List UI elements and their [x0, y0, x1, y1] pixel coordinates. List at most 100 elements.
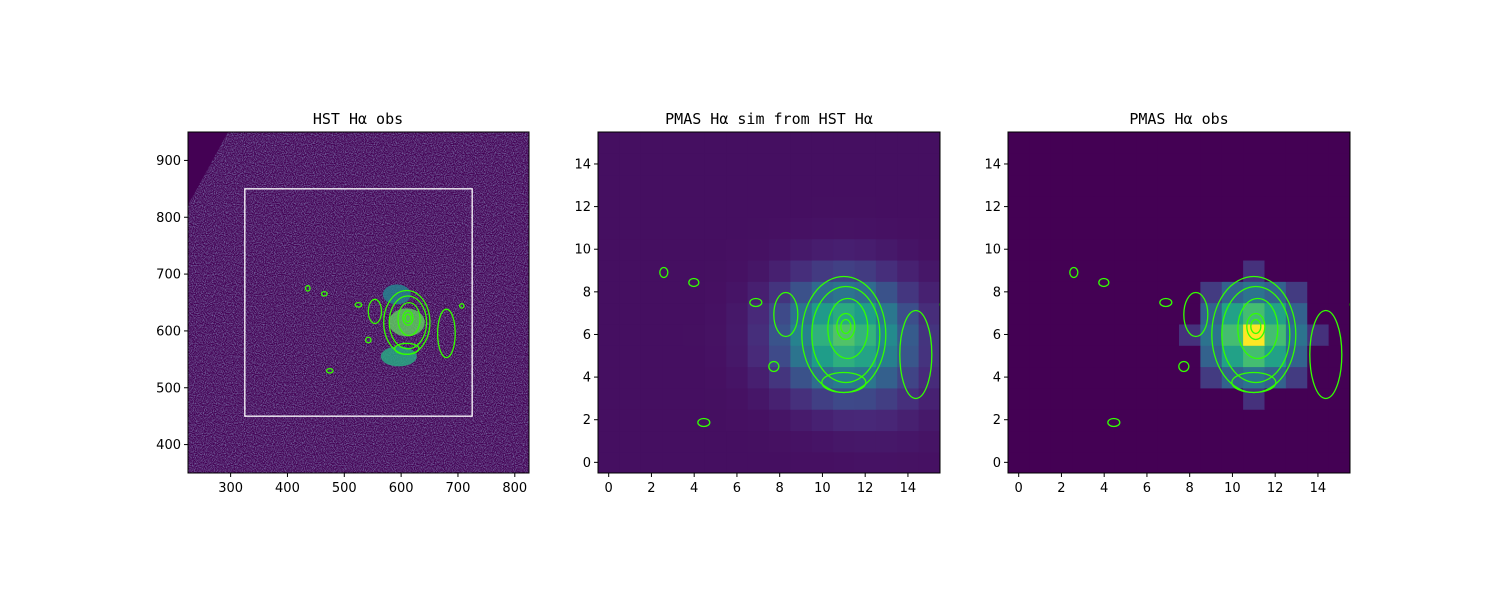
heatmap-cell — [1114, 153, 1137, 176]
heatmap-cell — [683, 153, 706, 176]
heatmap-cell — [1179, 217, 1201, 240]
heatmap-cell — [1221, 409, 1244, 432]
heatmap-cell — [1008, 281, 1030, 304]
heatmap-cell — [897, 132, 920, 154]
panel-pmas-obs: PMAS Hα obs 0 2 4 6 8 10 12 14 0 2 4 6 8 10 12 14 — [984, 110, 1351, 496]
heatmap-cell — [1328, 132, 1350, 154]
heatmap-cell — [1093, 387, 1116, 410]
heatmap-cell — [1136, 323, 1159, 346]
x-tick-label: 0 — [605, 481, 613, 496]
heatmap-cell — [1114, 302, 1137, 325]
heatmap-cell — [726, 259, 749, 282]
heatmap-cell — [1264, 153, 1287, 176]
field-of-view-box — [244, 188, 473, 417]
heatmap-cell — [833, 281, 856, 304]
heatmap-cell — [598, 387, 620, 410]
heatmap-cell — [1008, 451, 1030, 473]
heatmap-cell — [897, 259, 920, 282]
heatmap-cell — [769, 174, 791, 197]
heatmap-cell — [854, 195, 877, 218]
heatmap-cell — [1200, 409, 1223, 432]
heatmap-cell — [1114, 409, 1137, 432]
contour-line — [1237, 297, 1279, 360]
heatmap-cell — [683, 430, 706, 453]
heatmap-cell — [619, 153, 642, 176]
heatmap-cell — [918, 174, 940, 197]
heatmap-cell — [704, 174, 727, 197]
heatmap-cell — [1221, 153, 1244, 176]
heatmap-cell — [769, 387, 791, 410]
x-tick-label: 6 — [733, 481, 741, 496]
heatmap-cell — [854, 238, 877, 261]
heatmap-cell — [704, 281, 727, 304]
heatmap-cell — [1285, 153, 1308, 176]
heatmap-cell — [1285, 195, 1308, 218]
heatmap-cell — [662, 281, 685, 304]
heatmap-cell — [1008, 302, 1030, 325]
heatmap-cell — [1136, 174, 1159, 197]
heatmap-cell — [1050, 387, 1073, 410]
heatmap-cell — [1157, 430, 1180, 453]
heatmap-cell — [1285, 430, 1308, 453]
heatmap-cell — [1157, 345, 1180, 368]
heatmap-cell — [1179, 153, 1201, 176]
heatmap-cell — [1114, 366, 1137, 389]
heatmap-cell — [1093, 238, 1116, 261]
heatmap-cell — [790, 387, 813, 410]
heatmap-cell — [897, 302, 920, 325]
heatmap-cell — [1008, 323, 1030, 346]
heatmap-cell — [1200, 430, 1223, 453]
heatmap-cell — [726, 302, 749, 325]
heatmap-cell — [854, 281, 877, 304]
heatmap-cell — [1221, 174, 1244, 197]
contour-line — [402, 310, 414, 326]
heatmap-cell — [897, 195, 920, 218]
contour-line — [1069, 266, 1079, 279]
heatmap-cell — [1200, 174, 1223, 197]
heatmap-cell — [1179, 409, 1201, 432]
heatmap-cell — [1243, 345, 1266, 368]
heatmap-cell — [897, 281, 920, 304]
heatmap-cell — [726, 132, 749, 154]
heatmap-cell — [1029, 153, 1052, 176]
heatmap-cell — [790, 195, 813, 218]
heatmap-cell — [1307, 132, 1330, 154]
heatmap-cell — [1285, 281, 1308, 304]
x-tick-label: 12 — [857, 481, 874, 496]
x-tick-label: 4 — [1100, 481, 1108, 496]
heatmap-cell — [918, 281, 940, 304]
heatmap-cell — [769, 345, 791, 368]
heatmap-cell — [726, 430, 749, 453]
heatmap-cell — [1157, 366, 1180, 389]
heatmap-cell — [854, 409, 877, 432]
heatmap-cell — [918, 132, 940, 154]
heatmap-cell — [769, 259, 791, 282]
contour-line — [397, 301, 421, 337]
x-tick-label: 12 — [1267, 481, 1284, 496]
heatmap-cell — [726, 366, 749, 389]
heatmap-cell — [897, 409, 920, 432]
heatmap-cell — [704, 132, 727, 154]
heatmap-cell — [1307, 153, 1330, 176]
heatmap-cell — [918, 387, 940, 410]
contour-line — [404, 313, 412, 323]
heatmap-cell — [897, 366, 920, 389]
heatmap-cell — [1114, 259, 1137, 282]
heatmap-cell — [854, 345, 877, 368]
heatmap-cell — [726, 217, 749, 240]
heatmap-cell — [918, 217, 940, 240]
heatmap-cell — [854, 366, 877, 389]
heatmap-cell — [1285, 323, 1308, 346]
heatmap-cell — [1072, 302, 1095, 325]
heatmap-cell — [769, 132, 791, 154]
heatmap-cell — [854, 451, 877, 473]
heatmap-cell — [1264, 323, 1287, 346]
heatmap-cell — [1157, 153, 1180, 176]
heatmap-cell — [769, 366, 791, 389]
heatmap-cell — [747, 366, 770, 389]
heatmap-cell — [1307, 281, 1330, 304]
heatmap-cell — [1179, 302, 1201, 325]
heatmap-cell — [683, 195, 706, 218]
contour-line — [840, 318, 852, 335]
heatmap-cell — [875, 259, 898, 282]
